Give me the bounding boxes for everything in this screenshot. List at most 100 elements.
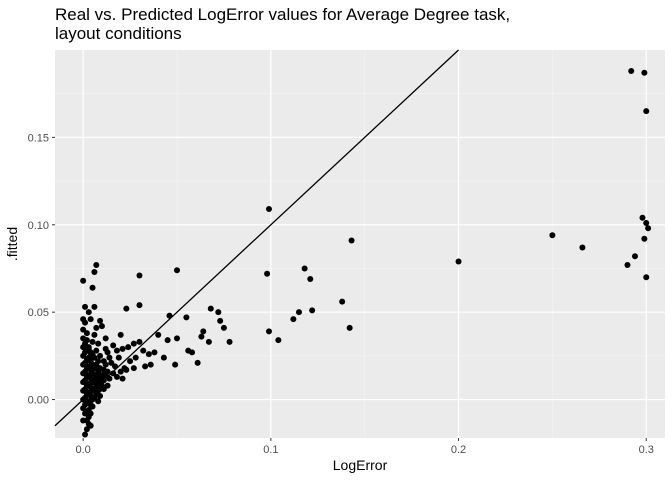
data-point bbox=[89, 338, 96, 345]
data-point bbox=[104, 368, 111, 375]
x-tick-label: 0.3 bbox=[639, 444, 654, 456]
data-point bbox=[309, 307, 316, 314]
data-point bbox=[115, 354, 122, 361]
data-point bbox=[142, 363, 149, 370]
data-point bbox=[140, 347, 147, 354]
data-point bbox=[215, 309, 222, 316]
data-point bbox=[643, 220, 650, 227]
data-point bbox=[641, 235, 648, 242]
reference-line bbox=[54, 49, 459, 427]
y-axis-ticks: 0.00 0.05 0.10 0.15 bbox=[28, 132, 55, 407]
data-point bbox=[205, 338, 212, 345]
data-point bbox=[104, 382, 111, 389]
data-point bbox=[147, 361, 154, 368]
data-point bbox=[579, 244, 586, 251]
data-point bbox=[82, 303, 89, 310]
data-point bbox=[265, 328, 272, 335]
y-tick-label: 0.00 bbox=[28, 395, 49, 407]
data-point bbox=[346, 324, 353, 331]
data-point bbox=[83, 337, 90, 344]
data-point bbox=[348, 237, 355, 244]
data-point bbox=[102, 361, 109, 368]
data-point bbox=[200, 328, 207, 335]
data-point bbox=[198, 333, 205, 340]
grid-major bbox=[55, 50, 665, 438]
plot-panel bbox=[55, 50, 665, 438]
data-point bbox=[91, 331, 98, 338]
x-axis-title: LogError bbox=[333, 457, 388, 473]
reference-line-layer bbox=[54, 49, 459, 427]
data-point bbox=[645, 225, 652, 232]
data-point bbox=[624, 261, 631, 268]
data-point bbox=[290, 316, 297, 323]
data-point bbox=[127, 358, 134, 365]
data-point bbox=[91, 354, 98, 361]
data-point bbox=[136, 338, 143, 345]
data-point bbox=[119, 345, 126, 352]
points-layer bbox=[80, 67, 652, 438]
data-point bbox=[339, 298, 346, 305]
data-point bbox=[643, 108, 650, 115]
data-point bbox=[95, 340, 102, 347]
data-point bbox=[102, 335, 109, 342]
data-point bbox=[87, 316, 94, 323]
data-point bbox=[87, 410, 94, 417]
data-point bbox=[174, 267, 180, 274]
data-point bbox=[91, 303, 98, 310]
x-tick-label: 0.2 bbox=[451, 444, 466, 456]
x-tick-label: 0.1 bbox=[263, 444, 278, 456]
data-point bbox=[125, 344, 132, 351]
data-point bbox=[85, 309, 92, 316]
data-point bbox=[95, 358, 102, 365]
data-point bbox=[117, 331, 124, 338]
data-point bbox=[264, 270, 271, 277]
data-point bbox=[97, 352, 104, 359]
data-point bbox=[220, 324, 227, 331]
data-point bbox=[93, 324, 100, 331]
data-point bbox=[123, 305, 130, 312]
y-tick-label: 0.15 bbox=[28, 132, 49, 144]
data-point bbox=[301, 265, 308, 272]
data-point bbox=[110, 370, 117, 377]
data-point bbox=[102, 345, 109, 352]
data-point bbox=[275, 337, 282, 344]
data-point bbox=[174, 335, 180, 342]
data-point bbox=[628, 67, 635, 74]
data-point bbox=[80, 316, 87, 323]
data-point bbox=[155, 331, 162, 338]
chart-title-line1: Real vs. Predicted LogError values for A… bbox=[55, 5, 510, 24]
data-point bbox=[123, 366, 130, 373]
data-point bbox=[296, 309, 302, 316]
data-point bbox=[80, 417, 87, 424]
data-point bbox=[136, 302, 143, 309]
data-point bbox=[106, 354, 113, 361]
data-point bbox=[87, 422, 94, 429]
data-point bbox=[643, 274, 650, 281]
grid-minor bbox=[55, 50, 665, 438]
data-point bbox=[83, 330, 90, 337]
data-point bbox=[108, 359, 115, 366]
data-point bbox=[132, 354, 139, 361]
data-point bbox=[130, 365, 137, 372]
data-point bbox=[455, 258, 462, 265]
data-point bbox=[265, 206, 272, 213]
data-point bbox=[98, 323, 105, 330]
data-point bbox=[93, 347, 100, 354]
data-point bbox=[194, 359, 201, 366]
y-axis-title: .fitted bbox=[4, 227, 20, 261]
x-axis-ticks: 0.0 0.1 0.2 0.3 bbox=[76, 438, 654, 456]
data-point bbox=[226, 338, 233, 345]
data-point bbox=[189, 349, 196, 356]
data-point bbox=[549, 232, 556, 239]
data-point bbox=[100, 386, 107, 393]
data-point bbox=[151, 349, 158, 356]
data-point bbox=[160, 354, 167, 361]
data-point bbox=[89, 284, 96, 291]
data-point bbox=[91, 268, 98, 275]
data-point bbox=[83, 426, 90, 433]
data-point bbox=[207, 305, 214, 312]
data-point bbox=[80, 277, 87, 284]
data-point bbox=[641, 69, 648, 76]
data-point bbox=[97, 317, 104, 324]
